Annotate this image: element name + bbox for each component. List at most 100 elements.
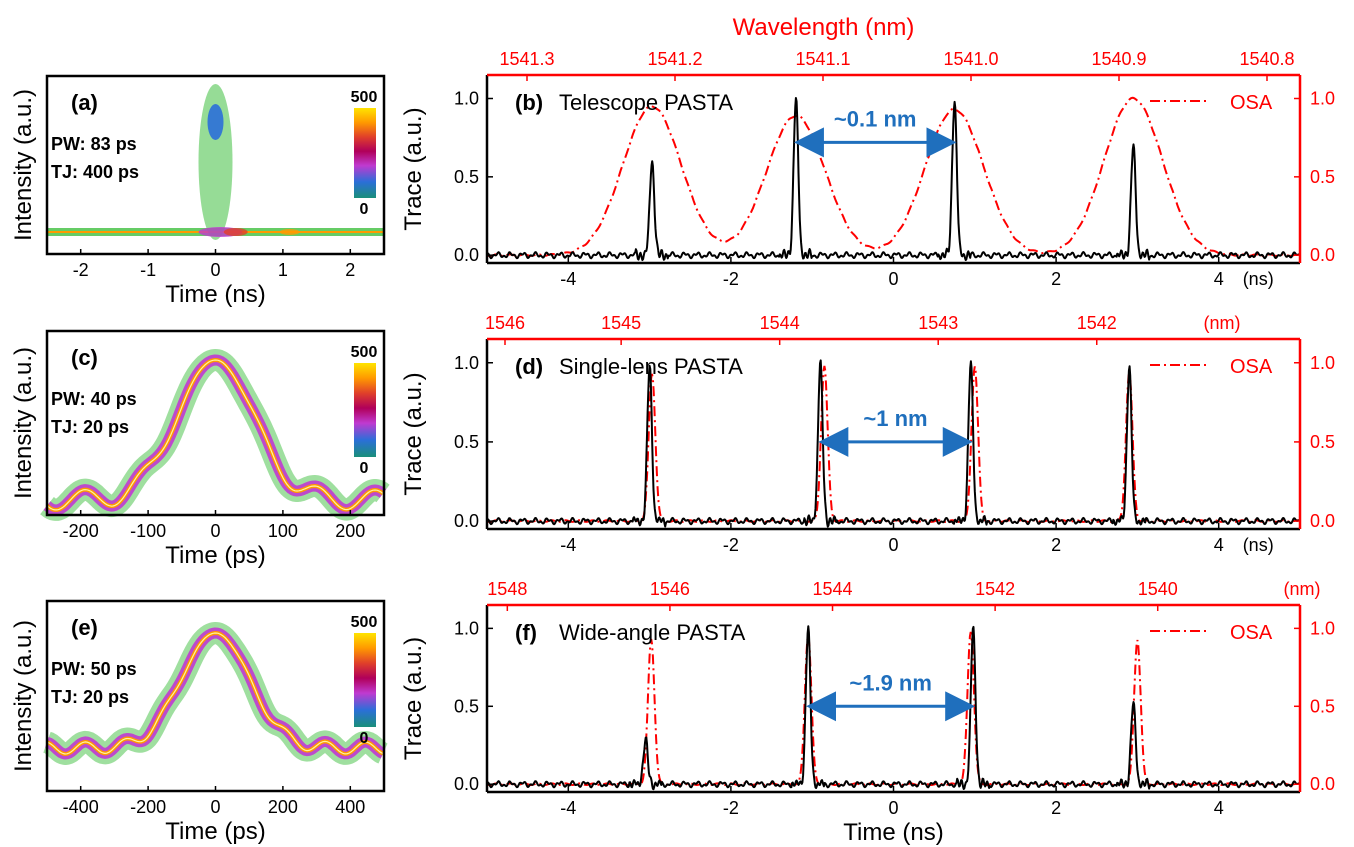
x-tick-label: -1 (140, 260, 156, 280)
x-tick-label: 0 (210, 521, 220, 541)
x-tick-label: 2 (1051, 798, 1061, 818)
right-y-tick-label: 0.5 (1310, 432, 1335, 452)
heatmap-side-lobe (279, 229, 300, 235)
x-tick-label: -2 (73, 260, 89, 280)
x-tick-label: 400 (335, 797, 365, 817)
x-tick-label: 4 (1214, 535, 1224, 555)
colorbar-max-label: 500 (351, 89, 378, 106)
panel-label: (d) (515, 354, 543, 379)
x-tick-label: 2 (345, 260, 355, 280)
top-tick-label: 1546 (485, 313, 525, 333)
x-tick-label: 4 (1214, 798, 1224, 818)
pulse-width-label: PW: 83 ps (51, 134, 137, 154)
x-tick-label: 200 (335, 521, 365, 541)
right-y-tick-label: 0.0 (1310, 774, 1335, 794)
panel-label: (e) (71, 615, 98, 640)
x-tick-label: -2 (723, 269, 739, 289)
colorbar-max-label: 500 (351, 614, 378, 631)
top-unit-label: (nm) (1284, 579, 1321, 599)
timing-jitter-label: TJ: 20 ps (51, 687, 129, 707)
osa-curve (486, 96, 1301, 257)
panel-label: (a) (71, 90, 98, 115)
top-tick-label: 1544 (760, 313, 800, 333)
heatmap-pulse-cloud (198, 84, 233, 240)
x-tick-label: -200 (63, 521, 99, 541)
right-y-tick-label: 1.0 (1310, 618, 1335, 638)
panel-label: (c) (71, 345, 98, 370)
colorbar-max-label: 500 (351, 344, 378, 361)
top-tick-label: 1540 (1138, 579, 1178, 599)
heatmap-trace-center (46, 632, 384, 755)
y-tick-label: 0.0 (454, 774, 479, 794)
x-tick-label: 0 (888, 535, 898, 555)
trace-curve (486, 359, 1300, 528)
y-tick-label: 0.5 (454, 696, 479, 716)
heatmap-panel-e: (e) PW: 50 ps TJ: 20 ps 500 0 -400 -200 0 200 400… (10, 599, 392, 845)
y-tick-label: 0.0 (454, 511, 479, 531)
top-tick-label: 1541.0 (943, 49, 998, 69)
y-axis-title: Intensity (a.u.) (10, 620, 37, 772)
heatmap-pulse-core (207, 104, 224, 140)
x-tick-label: 0 (888, 798, 898, 818)
top-tick-label: 1541.3 (499, 49, 554, 69)
pulse-width-label: PW: 40 ps (51, 389, 137, 409)
top-tick-label: 1546 (650, 579, 690, 599)
x-tick-label: 2 (1051, 269, 1061, 289)
x-tick-label: -400 (63, 797, 99, 817)
y-axis-title: Trace (a.u.) (400, 107, 427, 230)
panel-title: Telescope PASTA (559, 90, 733, 115)
colorbar-min-label: 0 (360, 201, 369, 218)
top-tick-label: 1543 (918, 313, 958, 333)
x-tick-label: -100 (130, 521, 166, 541)
top-tick-label: 1545 (601, 313, 641, 333)
x-unit-label: (ns) (1243, 269, 1274, 289)
colorbar-min-label: 0 (360, 730, 369, 747)
x-tick-label: 4 (1214, 269, 1224, 289)
legend-osa-label: OSA (1230, 356, 1273, 378)
osa-curve (486, 631, 1301, 787)
y-tick-label: 0.0 (454, 245, 479, 265)
right-y-tick-label: 0.5 (1310, 167, 1335, 187)
y-tick-label: 1.0 (454, 353, 479, 373)
panel-label: (b) (515, 90, 543, 115)
y-tick-label: 0.5 (454, 167, 479, 187)
x-tick-label: 0 (210, 797, 220, 817)
panel-title: Single-lens PASTA (559, 354, 743, 379)
right-y-tick-label: 0.5 (1310, 696, 1335, 716)
top-tick-label: 1544 (813, 579, 853, 599)
line-panel-d: -4 -2 0 2 4 (ns) 0.0 0.5 1.0 0.0 0.5 1.0 Trace (a.u.… (400, 313, 1335, 555)
osa-curve (486, 365, 1301, 523)
x-axis-title: Time (ps) (165, 818, 265, 845)
y-axis-title: Trace (a.u.) (400, 372, 427, 495)
line-panel-b: -4 -2 0 2 4 (ns) 0.0 0.5 1.0 0.0 0.5 1.0 Trace (a.u.… (400, 14, 1335, 289)
trace-curve (486, 625, 1300, 791)
x-unit-label: (ns) (1243, 535, 1274, 555)
x-tick-label: 100 (268, 521, 298, 541)
colorbar (354, 633, 376, 727)
y-axis-title: Intensity (a.u.) (10, 89, 37, 241)
heatmap-panel-a: (a) PW: 83 ps TJ: 400 ps 500 0 -2 -1 0 1 2 Time (n… (10, 74, 386, 308)
heatmap-panel-c: (c) PW: 40 ps TJ: 20 ps 500 0 -200 -100 0 100 200… (10, 329, 392, 569)
top-tick-label: 1548 (487, 579, 527, 599)
top-tick-label: 1541.2 (647, 49, 702, 69)
right-y-tick-label: 0.0 (1310, 245, 1335, 265)
top-tick-label: 1540.8 (1239, 49, 1294, 69)
separation-label: ~1 nm (863, 406, 927, 431)
x-tick-label: 0 (210, 260, 220, 280)
top-tick-label: 1541.1 (795, 49, 850, 69)
top-axis-title: Wavelength (nm) (733, 14, 915, 41)
trace-curve (486, 97, 1300, 262)
legend-osa-label: OSA (1230, 622, 1273, 644)
pulse-width-label: PW: 50 ps (51, 659, 137, 679)
top-tick-label: 1542 (1077, 313, 1117, 333)
line-panel-f: -4 -2 0 2 4 Time (ns) 0.0 0.5 1.0 0.0 0.5 1.0 Trace … (400, 579, 1335, 846)
top-tick-label: 1542 (975, 579, 1015, 599)
right-y-tick-label: 0.0 (1310, 511, 1335, 531)
heatmap-side-lobe (223, 228, 248, 236)
top-unit-label: (nm) (1204, 313, 1241, 333)
panel-label: (f) (515, 620, 537, 645)
y-tick-label: 0.5 (454, 432, 479, 452)
colorbar-min-label: 0 (360, 460, 369, 477)
x-axis-title: Time (ps) (165, 542, 265, 569)
